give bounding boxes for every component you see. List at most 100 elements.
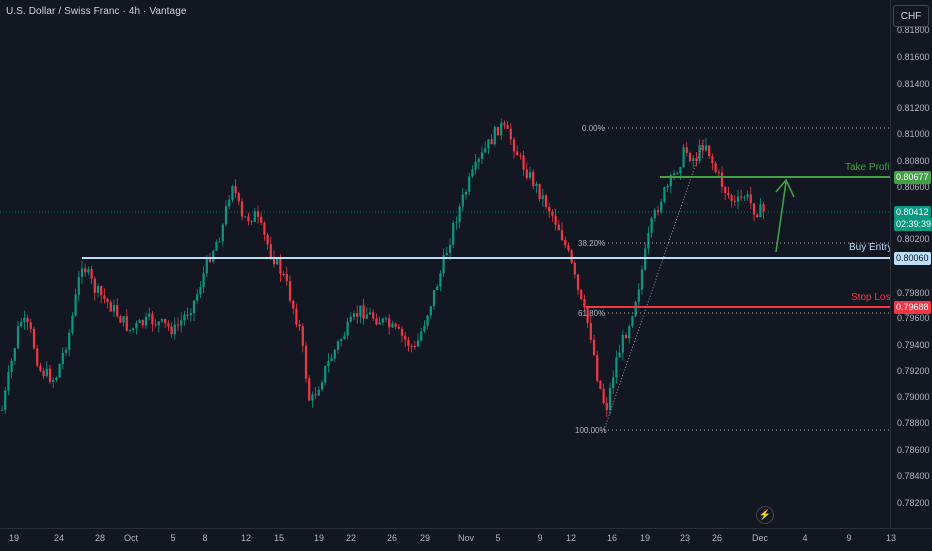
candle-body bbox=[522, 155, 525, 170]
candle-body bbox=[64, 349, 68, 353]
price-tick-label: 0.80200 bbox=[897, 234, 930, 244]
candle-body bbox=[730, 195, 733, 201]
candle-body bbox=[13, 348, 16, 361]
time-tick-label: 26 bbox=[386, 533, 398, 543]
candle-body bbox=[544, 195, 548, 207]
candle-body bbox=[695, 158, 698, 161]
candle-body bbox=[266, 234, 269, 245]
candle-body bbox=[128, 329, 132, 331]
candle-body bbox=[368, 312, 372, 315]
candle-body bbox=[148, 313, 151, 317]
candle-body bbox=[740, 196, 743, 198]
time-tick-label: 5 bbox=[170, 533, 176, 543]
candle-body bbox=[285, 274, 288, 282]
candle-body bbox=[109, 302, 112, 312]
time-tick-label: Dec bbox=[751, 533, 769, 543]
candle-body bbox=[80, 268, 84, 277]
candle-body bbox=[583, 299, 586, 308]
candle-body bbox=[381, 318, 384, 323]
price-tick-label: 0.81200 bbox=[897, 103, 930, 113]
candle-body bbox=[564, 240, 567, 246]
candle-body bbox=[743, 197, 746, 199]
candle-body bbox=[45, 368, 48, 377]
candle-body bbox=[391, 323, 394, 328]
candle-body bbox=[29, 322, 32, 329]
candle-body bbox=[186, 314, 189, 316]
candle-body bbox=[599, 380, 602, 389]
candle-body bbox=[464, 191, 468, 195]
candle-body bbox=[77, 276, 80, 295]
candle-body bbox=[352, 313, 356, 317]
candle-body bbox=[263, 222, 266, 235]
candle-body bbox=[621, 334, 624, 353]
time-tick-label: 26 bbox=[711, 533, 723, 543]
candle-body bbox=[167, 323, 170, 327]
candle-body bbox=[189, 313, 192, 316]
candle-body bbox=[231, 186, 234, 200]
candle-body bbox=[672, 173, 676, 176]
candle-body bbox=[180, 320, 183, 326]
buy-entry-label: Buy Entry bbox=[849, 242, 893, 253]
candle-body bbox=[276, 258, 279, 265]
time-tick-label: 28 bbox=[94, 533, 106, 543]
candle-body bbox=[288, 281, 292, 301]
candle-body bbox=[122, 316, 125, 323]
candle-body bbox=[4, 390, 7, 410]
candle-body bbox=[423, 325, 426, 332]
candle-body bbox=[301, 326, 304, 346]
candle-body bbox=[477, 158, 480, 162]
candle-body bbox=[400, 328, 404, 336]
candle-body bbox=[608, 387, 612, 411]
candle-body bbox=[151, 313, 154, 325]
candle-body bbox=[624, 334, 628, 339]
currency-button[interactable]: CHF bbox=[893, 5, 929, 27]
candle-body bbox=[554, 215, 557, 225]
candle-body bbox=[493, 126, 496, 145]
time-tick-label: 12 bbox=[240, 533, 252, 543]
candle-body bbox=[605, 402, 608, 411]
candle-body bbox=[496, 126, 500, 136]
candle-body bbox=[7, 372, 10, 391]
candle-body bbox=[685, 147, 688, 153]
candle-body bbox=[407, 339, 410, 346]
candle-body bbox=[48, 368, 52, 383]
candle-body bbox=[192, 300, 196, 314]
time-tick-label: Nov bbox=[457, 533, 475, 543]
candle-body bbox=[141, 320, 144, 326]
candle-body bbox=[125, 316, 128, 331]
candle-body bbox=[215, 242, 218, 251]
candle-body bbox=[426, 315, 429, 326]
candle-body bbox=[135, 323, 138, 329]
time-tick-label: 22 bbox=[345, 533, 357, 543]
candle-body bbox=[650, 218, 653, 233]
candle-body bbox=[516, 151, 519, 156]
time-axis[interactable] bbox=[0, 528, 932, 551]
candle-body bbox=[439, 273, 442, 287]
candle-body bbox=[106, 298, 109, 303]
candle-body bbox=[557, 224, 560, 231]
candle-body bbox=[308, 378, 311, 401]
candle-body bbox=[52, 380, 55, 383]
candle-body bbox=[704, 145, 708, 151]
candle-body bbox=[144, 316, 148, 326]
candle-body bbox=[36, 348, 39, 366]
price-chart[interactable] bbox=[0, 0, 890, 528]
candle-body bbox=[503, 122, 506, 126]
time-tick-label: 5 bbox=[495, 533, 501, 543]
candle-body bbox=[112, 305, 116, 312]
time-tick-label: 13 bbox=[885, 533, 897, 543]
lightning-icon[interactable]: ⚡ bbox=[756, 506, 774, 524]
candle-body bbox=[487, 139, 490, 149]
candle-body bbox=[20, 322, 23, 327]
candle-body bbox=[640, 269, 644, 290]
candle-body bbox=[234, 186, 237, 194]
candle-body bbox=[237, 193, 240, 202]
candle-body bbox=[468, 176, 471, 192]
candle-body bbox=[23, 318, 26, 323]
candle-body bbox=[372, 312, 375, 319]
candle-body bbox=[0, 409, 4, 411]
fib-trend-line bbox=[603, 139, 705, 431]
candle-body bbox=[154, 324, 157, 326]
candle-body bbox=[519, 155, 522, 157]
candle-body bbox=[256, 211, 260, 217]
